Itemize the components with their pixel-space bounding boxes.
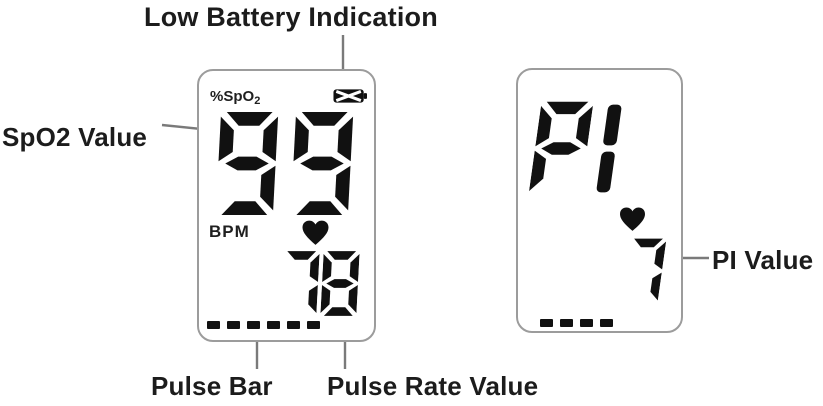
pulse-bar-dash <box>247 321 260 329</box>
spo2-unit-subscript: 2 <box>254 95 261 107</box>
pi-label-digits <box>528 96 628 201</box>
seven-segment-char <box>293 112 354 215</box>
seven-segment-char <box>320 251 360 316</box>
pulse-bar-dash <box>600 319 613 327</box>
low-battery-icon <box>333 89 367 103</box>
pulse-bar <box>540 319 613 327</box>
pulse-bar <box>207 321 320 329</box>
pulse-bar-dash <box>287 321 300 329</box>
spo2-value-digits <box>210 112 358 215</box>
heart-icon <box>302 220 329 245</box>
seven-segment-char <box>596 104 622 193</box>
pulse-bar-dash <box>207 321 220 329</box>
annotation-pulse-bar: Pulse Bar <box>151 371 273 401</box>
pulse-bar-dash <box>560 319 573 327</box>
annotation-pi-value: PI Value <box>712 245 814 275</box>
pulse-bar-dash <box>267 321 280 329</box>
heart-icon <box>620 207 645 231</box>
pulse-bar-dash <box>580 319 593 327</box>
pulse-bar-dash <box>540 319 553 327</box>
left-display-panel: %SpO2 BPM <box>197 69 376 342</box>
pulse-rate-digits <box>280 248 360 319</box>
seven-segment-char <box>634 238 667 301</box>
spo2-unit-text: %SpO <box>210 88 255 105</box>
seven-segment-char <box>218 112 279 215</box>
pulse-bar-dash <box>307 321 320 329</box>
bpm-label: BPM <box>209 222 250 241</box>
seven-segment-char <box>529 101 593 192</box>
annotation-low-battery: Low Battery Indication <box>144 2 438 32</box>
seven-segment-char <box>287 251 320 314</box>
annotation-pulse-rate-value: Pulse Rate Value <box>327 371 539 401</box>
pi-value-digits <box>621 237 667 305</box>
annotation-spo2-value: SpO2 Value <box>2 122 148 152</box>
right-display-panel <box>516 68 683 333</box>
pulse-bar-dash <box>227 321 240 329</box>
spo2-unit-label: %SpO2 <box>210 88 261 107</box>
